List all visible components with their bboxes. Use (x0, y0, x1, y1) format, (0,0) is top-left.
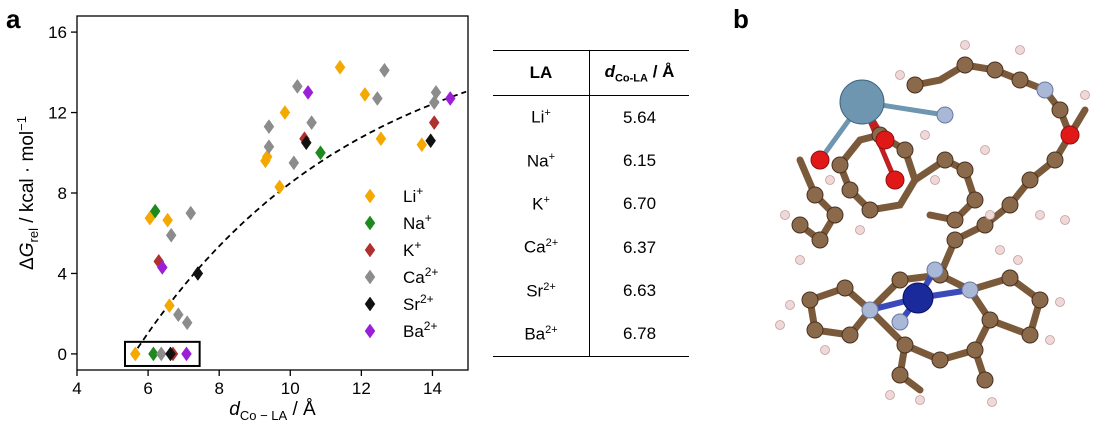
table-header-row: LA dCo-LA / Å (493, 50, 689, 96)
y-axis-label: ΔGrel / kcal · mol−1 (14, 116, 41, 270)
x-tick-label: 6 (143, 379, 152, 398)
data-point-ca (306, 115, 317, 131)
x-tick-label: 4 (72, 379, 81, 398)
legend-label-li: Li+ (403, 184, 423, 206)
table-cell-value: 5.64 (622, 107, 657, 127)
table-cell-value: 6.70 (622, 194, 657, 214)
legend-label-ba: Ba2+ (403, 319, 437, 341)
table-header-la: LA (493, 50, 590, 96)
y-tick-label: 8 (58, 184, 67, 203)
carbon-atoms (791, 56, 1069, 389)
legend-marker-sr (364, 296, 376, 312)
oxygen-atoms (810, 125, 1080, 190)
data-point-ca (165, 227, 177, 243)
data-point-ca (263, 139, 275, 155)
data-point-li (375, 131, 387, 147)
data-point-ca (263, 119, 275, 135)
data-point-li (261, 149, 273, 165)
table-cell-ion: Na+ (493, 139, 590, 183)
highlight-box (123, 340, 201, 367)
data-point-li (334, 59, 346, 75)
legend-label-na: Na+ (403, 211, 432, 233)
molecular-structure-image (775, 40, 1090, 407)
data-point-ca (292, 78, 303, 94)
table-cell-value: 6.37 (622, 237, 657, 257)
data-point-ba (181, 346, 192, 362)
data-point-li (274, 179, 285, 195)
data-point-ca (185, 205, 197, 221)
table-cell-ion: Li+ (493, 95, 590, 140)
panel-b-label: b (733, 4, 749, 34)
data-point-ca (379, 62, 390, 78)
legend-marker-na (364, 215, 376, 231)
data-point-ca (430, 85, 442, 100)
data-point-na (148, 346, 159, 362)
table-cell-value: 6.78 (589, 312, 689, 357)
data-point-sr (300, 135, 312, 151)
table-cell-ion: K+ (493, 182, 590, 226)
legend-label-k: K+ (403, 238, 421, 260)
fit-curve (131, 90, 467, 358)
data-point-ca (372, 91, 383, 106)
x-tick-label: 10 (281, 379, 300, 398)
table-row: Sr2+ 6.63 (493, 269, 689, 313)
legend-marker-k (364, 242, 376, 258)
y-tick-label: 0 (58, 345, 67, 364)
x-tick-label: 12 (352, 379, 371, 398)
data-point-li (279, 105, 291, 120)
data-point-li (162, 212, 173, 228)
table-row: Na+ 6.15 (493, 139, 689, 183)
table-row: Ca2+ 6.37 (493, 225, 689, 270)
table-cell-ion: Ca2+ (493, 225, 590, 270)
lithium-atom (839, 79, 885, 125)
table-row: Ba2+ 6.78 (493, 312, 689, 357)
legend-marker-ba (364, 323, 376, 339)
table-cell-value: 6.15 (622, 150, 657, 170)
data-point-ba (302, 85, 314, 100)
data-point-ca (172, 307, 184, 323)
table-cell-ion: Ba2+ (493, 312, 590, 357)
legend-marker-ca (364, 269, 376, 285)
hydrogen-atoms (775, 40, 1090, 407)
x-tick-label: 14 (423, 379, 442, 398)
table-row: Li+ 5.64 (493, 95, 689, 140)
legend-marker-li (364, 188, 376, 204)
table-header-distance: dCo-LA / Å (589, 50, 689, 96)
data-point-na (315, 145, 326, 161)
data-point-li (129, 346, 141, 362)
data-point-li (164, 298, 175, 314)
data-point-k (428, 115, 440, 131)
table-row: K+ 6.70 (493, 182, 689, 226)
panel-a-label: a (6, 4, 21, 34)
x-tick-label: 8 (214, 379, 223, 398)
cobalt-atom (902, 282, 934, 314)
data-point-li (359, 87, 371, 102)
data-point-sr (425, 133, 436, 149)
data-point-ca (288, 155, 300, 171)
legend-label-sr: Sr2+ (403, 292, 434, 314)
data-point-na (149, 203, 161, 219)
data-point-sr (165, 346, 176, 362)
table-cell-value: 6.63 (622, 280, 657, 300)
data-point-ca (181, 315, 193, 331)
data-point-ba (444, 91, 456, 106)
data-point-ba (157, 259, 168, 275)
data-point-ca (428, 95, 440, 110)
distance-table: LA dCo-LA / Å Li+ 5.64 Na+ 6.15 K+ 6.70 Ca2… (493, 50, 689, 357)
y-tick-label: 12 (48, 104, 67, 123)
y-tick-label: 4 (58, 264, 67, 283)
y-tick-label: 16 (48, 23, 67, 42)
x-axis-label: dCo − LA / Å (229, 399, 316, 423)
nitrogen-atoms (861, 81, 1054, 331)
table-cell-ion: Sr2+ (493, 269, 590, 313)
data-point-sr (192, 266, 204, 281)
data-point-li (144, 210, 156, 226)
data-point-li (416, 137, 428, 153)
data-point-ca (155, 346, 167, 362)
legend-label-ca: Ca2+ (403, 265, 438, 287)
